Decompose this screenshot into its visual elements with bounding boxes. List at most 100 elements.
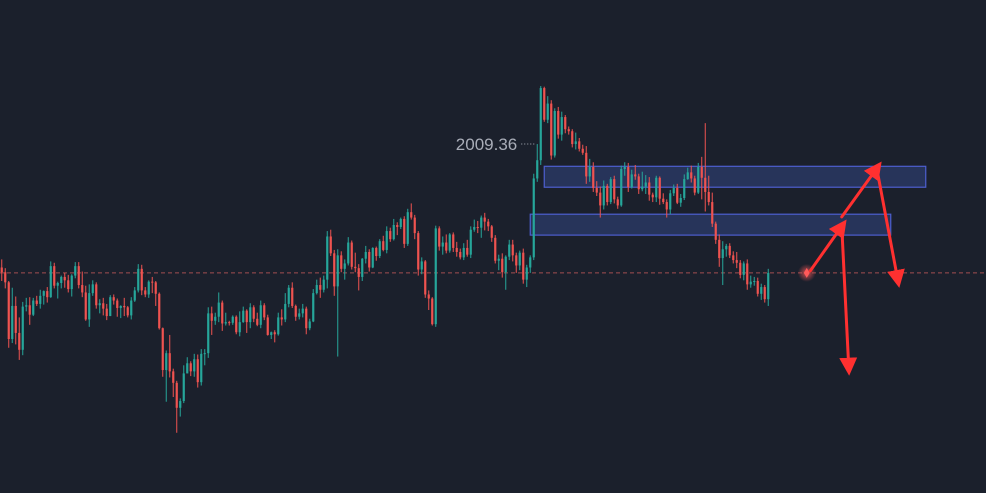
- candle-116: [406, 208, 409, 246]
- candle-112: [392, 218, 395, 241]
- candle-81: [284, 293, 287, 323]
- candle-body-110: [385, 231, 388, 250]
- candle-160: [560, 111, 563, 141]
- candle-84: [294, 304, 297, 321]
- candle-79: [277, 312, 280, 336]
- candle-36: [126, 305, 129, 318]
- candle-body-77: [270, 332, 273, 335]
- candle-119: [417, 231, 420, 276]
- candle-145: [508, 239, 511, 261]
- candle-190: [665, 199, 668, 218]
- candle-151: [529, 255, 532, 273]
- candle-body-208: [728, 245, 731, 256]
- candle-body-216: [756, 280, 759, 294]
- candle-body-183: [641, 186, 644, 190]
- candle-body-206: [721, 249, 724, 259]
- candle-109: [382, 235, 385, 252]
- candle-body-140: [490, 226, 493, 238]
- candle-23: [81, 271, 84, 298]
- candle-206: [721, 241, 724, 286]
- candle-108: [378, 239, 381, 259]
- candle-body-170: [595, 187, 598, 193]
- candle-body-218: [763, 287, 766, 300]
- candle-body-132: [462, 247, 465, 258]
- candle-5: [18, 317, 21, 360]
- candle-144: [504, 255, 507, 290]
- candle-118: [413, 214, 416, 240]
- candle-143: [501, 253, 504, 278]
- candle-201: [704, 123, 707, 212]
- candle-body-49: [172, 371, 175, 383]
- candle-body-160: [560, 117, 563, 135]
- candle-body-156: [546, 103, 549, 120]
- candle-body-123: [431, 298, 434, 325]
- candle-162: [567, 126, 570, 135]
- candle-body-85: [298, 313, 301, 317]
- candle-body-104: [364, 251, 367, 259]
- candle-16: [56, 281, 59, 299]
- candle-body-124: [434, 228, 437, 325]
- candle-body-193: [676, 187, 679, 203]
- candle-body-84: [294, 305, 297, 317]
- candle-47: [165, 350, 168, 402]
- candle-34: [119, 305, 122, 319]
- candle-body-4: [14, 305, 17, 333]
- candle-32: [112, 294, 115, 305]
- candle-100: [350, 240, 353, 270]
- candle-body-195: [683, 179, 686, 199]
- high-price-label: 2009.36: [456, 135, 517, 154]
- candle-96: [336, 249, 339, 357]
- candle-70: [245, 309, 248, 333]
- candle-body-137: [480, 217, 483, 228]
- candle-body-41: [144, 290, 147, 295]
- candle-body-42: [147, 281, 150, 295]
- candle-128: [448, 233, 451, 253]
- candle-body-55: [193, 359, 196, 372]
- candle-63: [221, 300, 224, 331]
- candle-204: [714, 221, 717, 244]
- candle-146: [511, 239, 514, 262]
- candle-body-209: [732, 255, 735, 261]
- candle-54: [189, 361, 192, 377]
- candle-body-44: [154, 282, 157, 294]
- candle-194: [679, 193, 682, 207]
- candle-129: [452, 232, 455, 252]
- candle-4: [14, 296, 17, 345]
- candle-169: [592, 162, 595, 192]
- candle-body-5: [18, 332, 21, 350]
- candle-body-161: [564, 117, 567, 130]
- arrow-1: [839, 224, 858, 376]
- candle-142: [497, 254, 500, 271]
- candle-19: [67, 274, 70, 293]
- candle-170: [595, 181, 598, 196]
- candle-body-144: [504, 256, 507, 273]
- candle-body-118: [413, 217, 416, 234]
- candle-body-102: [357, 268, 360, 277]
- candle-30: [105, 303, 108, 321]
- candle-body-93: [326, 236, 329, 280]
- candle-126: [441, 236, 444, 255]
- candle-body-48: [168, 353, 171, 372]
- candle-86: [301, 303, 304, 318]
- candle-body-25: [88, 293, 91, 320]
- candle-87: [305, 306, 308, 335]
- candle-body-47: [165, 353, 168, 371]
- candle-62: [217, 292, 220, 323]
- candle-161: [564, 115, 567, 134]
- candle-198: [693, 175, 696, 196]
- candle-138: [483, 212, 486, 231]
- candle-body-108: [378, 241, 381, 257]
- candle-body-0: [0, 267, 3, 273]
- candle-body-19: [67, 280, 70, 290]
- candle-body-60: [210, 313, 213, 321]
- candle-25: [88, 284, 91, 327]
- candle-body-212: [742, 263, 745, 275]
- candle-53: [186, 357, 189, 374]
- candle-body-34: [119, 305, 122, 308]
- candle-69: [242, 306, 245, 323]
- candle-65: [228, 320, 231, 326]
- candle-body-86: [301, 308, 304, 314]
- candle-172: [602, 180, 605, 210]
- candle-body-70: [245, 310, 248, 323]
